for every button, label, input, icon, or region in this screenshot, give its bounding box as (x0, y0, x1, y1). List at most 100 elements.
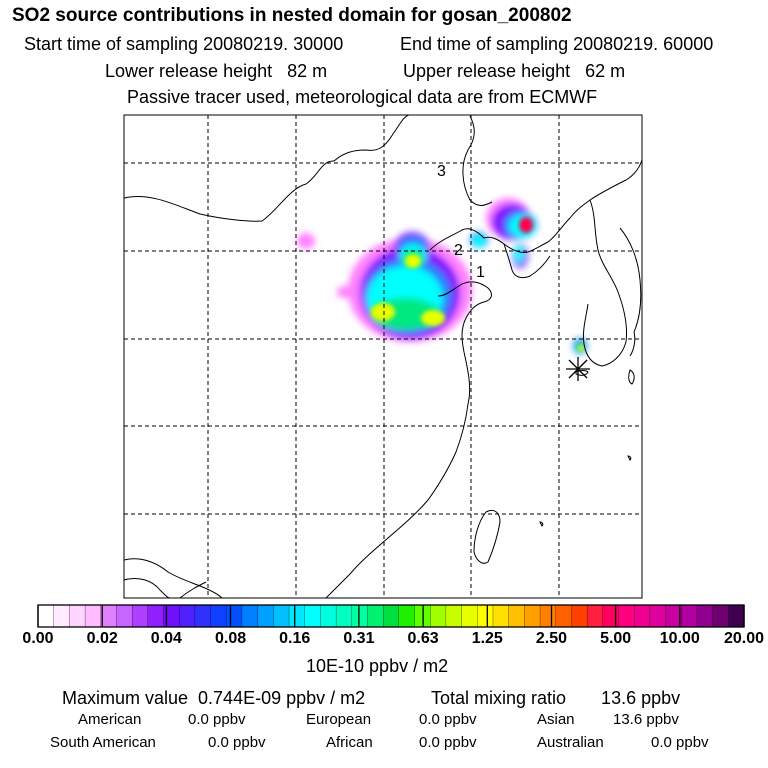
plume-peak-ne (519, 217, 533, 233)
colorbar-tick-label: 20.00 (723, 630, 765, 647)
colorbar-cell (539, 604, 557, 628)
asian-value: 13.6 ppbv (613, 711, 679, 728)
colorbar-tick-label: 0.16 (279, 630, 311, 647)
colorbar-cell (681, 604, 698, 628)
page-title: SO2 source contributions in nested domai… (12, 5, 572, 26)
colorbar-cell (100, 604, 118, 628)
european-value: 0.0 ppbv (419, 711, 477, 728)
colorbar-cell (84, 604, 102, 628)
hainan-region (123, 577, 171, 599)
colorbar-cell (477, 604, 494, 628)
colorbar-cell (335, 604, 353, 628)
colorbar-unit: 10E-10 ppbv / m2 (306, 656, 449, 676)
colorbar-cell (131, 604, 149, 628)
colorbar-cell (618, 604, 635, 628)
american-value: 0.0 ppbv (188, 711, 246, 728)
map-frame (123, 114, 643, 599)
colorbar-cell (37, 604, 55, 628)
shandong-coast (437, 281, 492, 353)
manchuria-east (589, 159, 643, 201)
colorbar-cell (586, 604, 604, 628)
australian-label: Australian (537, 734, 604, 751)
colorbar-cell (696, 604, 714, 628)
plume-layer (297, 198, 587, 354)
northeast-border (462, 115, 493, 206)
colorbar-cell (147, 604, 165, 628)
colorbar-tick-label: 2.50 (535, 630, 568, 647)
colorbar-cell (508, 604, 525, 628)
region-label-2: 2 (454, 242, 463, 259)
yunnan-border (179, 581, 207, 599)
plume-yellow-southeast (421, 310, 445, 326)
colorbar-tick-label: 1.25 (471, 630, 503, 647)
colorbar-cell (634, 604, 651, 628)
contribution-map: 3 2 1 (123, 114, 643, 599)
colorbar-tick-label: 5.00 (600, 630, 632, 647)
total-mixing-ratio: Total mixing ratio 13.6 ppbv (431, 688, 681, 708)
region-label-1: 1 (476, 264, 485, 281)
colorbar-tick-label: 0.02 (86, 630, 118, 647)
colorbar-cell (602, 604, 620, 628)
colorbar-cell (555, 604, 572, 628)
liaodong-peninsula (503, 243, 551, 279)
colorbar-cell (461, 604, 478, 628)
plume-faint-west (297, 233, 315, 249)
upper-release-height: Upper release height 62 m (403, 61, 626, 81)
asterisk-receptor-icon (566, 357, 590, 381)
plume-cyan-ne-tail (514, 245, 524, 263)
mongolia-border (123, 114, 410, 222)
japan-kyushu (628, 369, 635, 385)
small-islet-a (627, 455, 632, 461)
colorbar-cell (571, 604, 588, 628)
taiwan-island (473, 509, 501, 564)
korean-east-coast (619, 227, 642, 333)
japan-shore-east (629, 331, 636, 357)
colorbar-cell (351, 604, 369, 628)
australian-value: 0.0 ppbv (651, 734, 709, 751)
colorbar-cell (445, 604, 463, 628)
south-china-border (123, 558, 223, 599)
colorbar-tick-label: 10.00 (659, 630, 700, 647)
region-label-3: 3 (437, 163, 446, 180)
plume-yellow-korea (578, 345, 584, 351)
colorbar-cell (53, 604, 70, 628)
end-time: End time of sampling 20080219. 60000 (400, 34, 714, 54)
plume-faint-sw (337, 286, 351, 298)
maximum-value: Maximum value 0.744E-09 ppbv / m2 (62, 688, 366, 708)
colorbar-cell (257, 604, 274, 628)
plume-yellow-north (405, 254, 421, 268)
small-islet-b (539, 521, 544, 527)
colorbar-cell (226, 604, 243, 628)
colorbar-cell (492, 604, 510, 628)
european-label: European (306, 711, 372, 728)
colorbar-frame (37, 604, 745, 628)
colorbar-cell (383, 604, 400, 628)
colorbar-cell (194, 604, 212, 628)
plume-cyan-mid (473, 235, 485, 247)
colorbar-cell (398, 604, 416, 628)
colorbar-cell (304, 604, 321, 628)
colorbar-tick-label: 0.63 (407, 630, 439, 647)
colorbar-cell (273, 604, 290, 628)
colorbar-tick-label: 0.04 (150, 630, 182, 647)
colorbar-cell (320, 604, 337, 628)
start-time: Start time of sampling 20080219. 30000 (24, 34, 344, 54)
east-china-coast (325, 351, 471, 599)
african-label: African (326, 734, 373, 751)
colorbar-tick-label: 0.08 (214, 630, 247, 647)
colorbar-cell (728, 604, 745, 628)
south-american-value: 0.0 ppbv (208, 734, 266, 751)
korea-border (547, 199, 591, 243)
colorbar (37, 604, 745, 628)
south-american-label: South American (50, 734, 156, 751)
colorbar-cell (241, 604, 259, 628)
lat-lon-grid (124, 115, 642, 598)
colorbar-cell (210, 604, 227, 628)
colorbar-cell (367, 604, 384, 628)
colorbar-cell (430, 604, 447, 628)
colorbar-cell (179, 604, 196, 628)
data-source-note: Passive tracer used, meteorological data… (127, 87, 598, 107)
colorbar-cell (649, 604, 667, 628)
colorbar-cell (288, 604, 306, 628)
bohai-coast-north (429, 228, 549, 253)
